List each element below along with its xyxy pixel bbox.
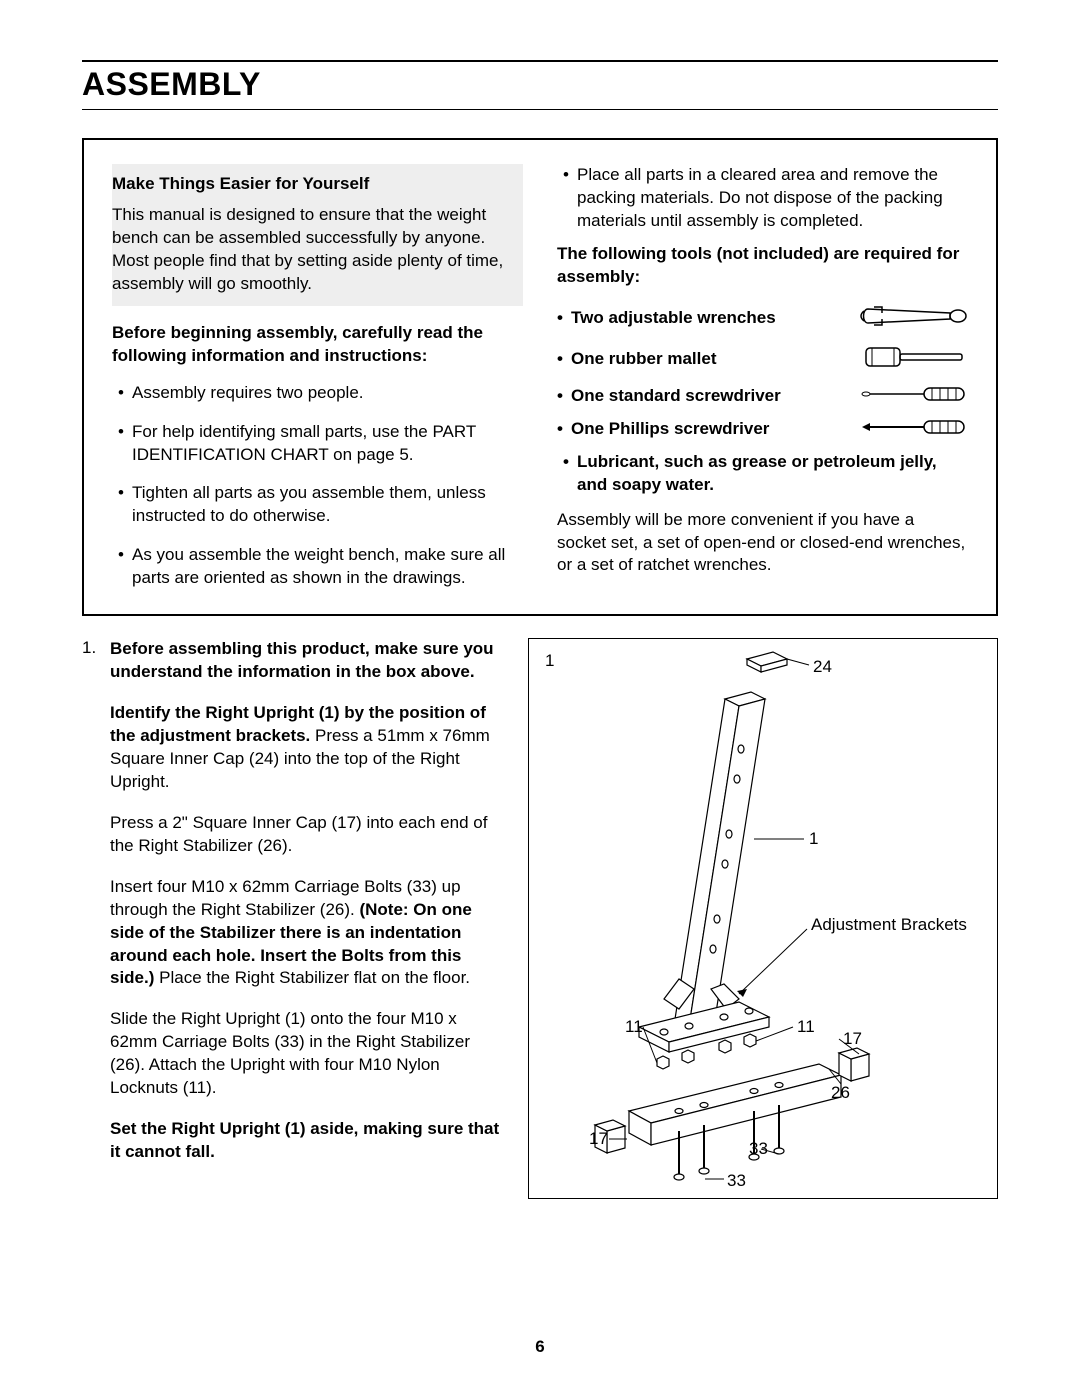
fig-label-17a: 17 — [843, 1029, 862, 1049]
fig-label-33a: 33 — [749, 1139, 768, 1159]
tool-row-mallet: One rubber mallet — [557, 344, 968, 375]
wrench-icon — [860, 303, 968, 334]
page-number: 6 — [0, 1337, 1080, 1357]
tool-row-wrenches: Two adjustable wrenches — [557, 303, 968, 334]
bullet-item: Tighten all parts as you assemble them, … — [118, 482, 523, 528]
tool-label: One standard screwdriver — [557, 386, 781, 406]
fig-label-26: 26 — [831, 1083, 850, 1103]
step1-p6: Set the Right Upright (1) aside, making … — [110, 1119, 499, 1161]
rule-top — [82, 60, 998, 62]
bullet-item: Assembly requires two people. — [118, 382, 523, 405]
tool-row-standard: One standard screwdriver — [557, 385, 968, 408]
fig-label-11a: 11 — [625, 1017, 643, 1037]
fig-label-adj: Adjustment Brackets — [811, 915, 967, 935]
step-number: 1. — [82, 638, 102, 1182]
standard-screwdriver-icon — [860, 385, 968, 408]
tool-label: Two adjustable wrenches — [557, 308, 776, 328]
fig-label-17b: 17 — [589, 1129, 608, 1149]
fig-label-24: 24 — [813, 657, 832, 677]
lower-section: 1. Before assembling this product, make … — [82, 638, 998, 1199]
step1-p4c: Place the Right Stabilizer flat on the f… — [154, 968, 470, 987]
bullet-item: As you assemble the weight bench, make s… — [118, 544, 523, 590]
page-title: ASSEMBLY — [82, 66, 998, 103]
shade-heading: Make Things Easier for Yourself — [112, 174, 513, 194]
bullet-item: For help identifying small parts, use th… — [118, 421, 523, 467]
tool-row-phillips: One Phillips screwdriver — [557, 418, 968, 441]
tool-label: One Phillips screwdriver — [557, 419, 769, 439]
tools-heading: The following tools (not included) are r… — [557, 243, 968, 289]
intro-box: Make Things Easier for Yourself This man… — [82, 138, 998, 616]
shade-text: This manual is designed to ensure that t… — [112, 204, 513, 296]
figure-box: 1 — [528, 638, 998, 1199]
tool-label: One rubber mallet — [557, 349, 716, 369]
before-heading: Before beginning assembly, carefully rea… — [112, 322, 523, 368]
left-bullets: Assembly requires two people. For help i… — [112, 382, 523, 591]
step-column: 1. Before assembling this product, make … — [82, 638, 506, 1199]
tool-lubricant: Lubricant, such as grease or petroleum j… — [563, 451, 968, 497]
bullet-item: Place all parts in a cleared area and re… — [563, 164, 968, 233]
rule-bottom — [82, 109, 998, 110]
shade-box: Make Things Easier for Yourself This man… — [112, 164, 523, 306]
intro-right-col: Place all parts in a cleared area and re… — [557, 164, 968, 590]
step1-p1: Before assembling this product, make sur… — [110, 639, 494, 681]
step1-p3: Press a 2" Square Inner Cap (17) into ea… — [110, 812, 506, 858]
phillips-screwdriver-icon — [860, 418, 968, 441]
convenience-text: Assembly will be more convenient if you … — [557, 509, 968, 578]
step1-p5: Slide the Right Upright (1) onto the fou… — [110, 1008, 506, 1100]
step-body: Before assembling this product, make sur… — [110, 638, 506, 1182]
fig-label-1: 1 — [809, 829, 818, 849]
intro-left-col: Make Things Easier for Yourself This man… — [112, 164, 523, 590]
fig-label-11b: 11 — [797, 1017, 815, 1037]
fig-label-33b: 33 — [727, 1171, 746, 1191]
mallet-icon — [860, 344, 968, 375]
